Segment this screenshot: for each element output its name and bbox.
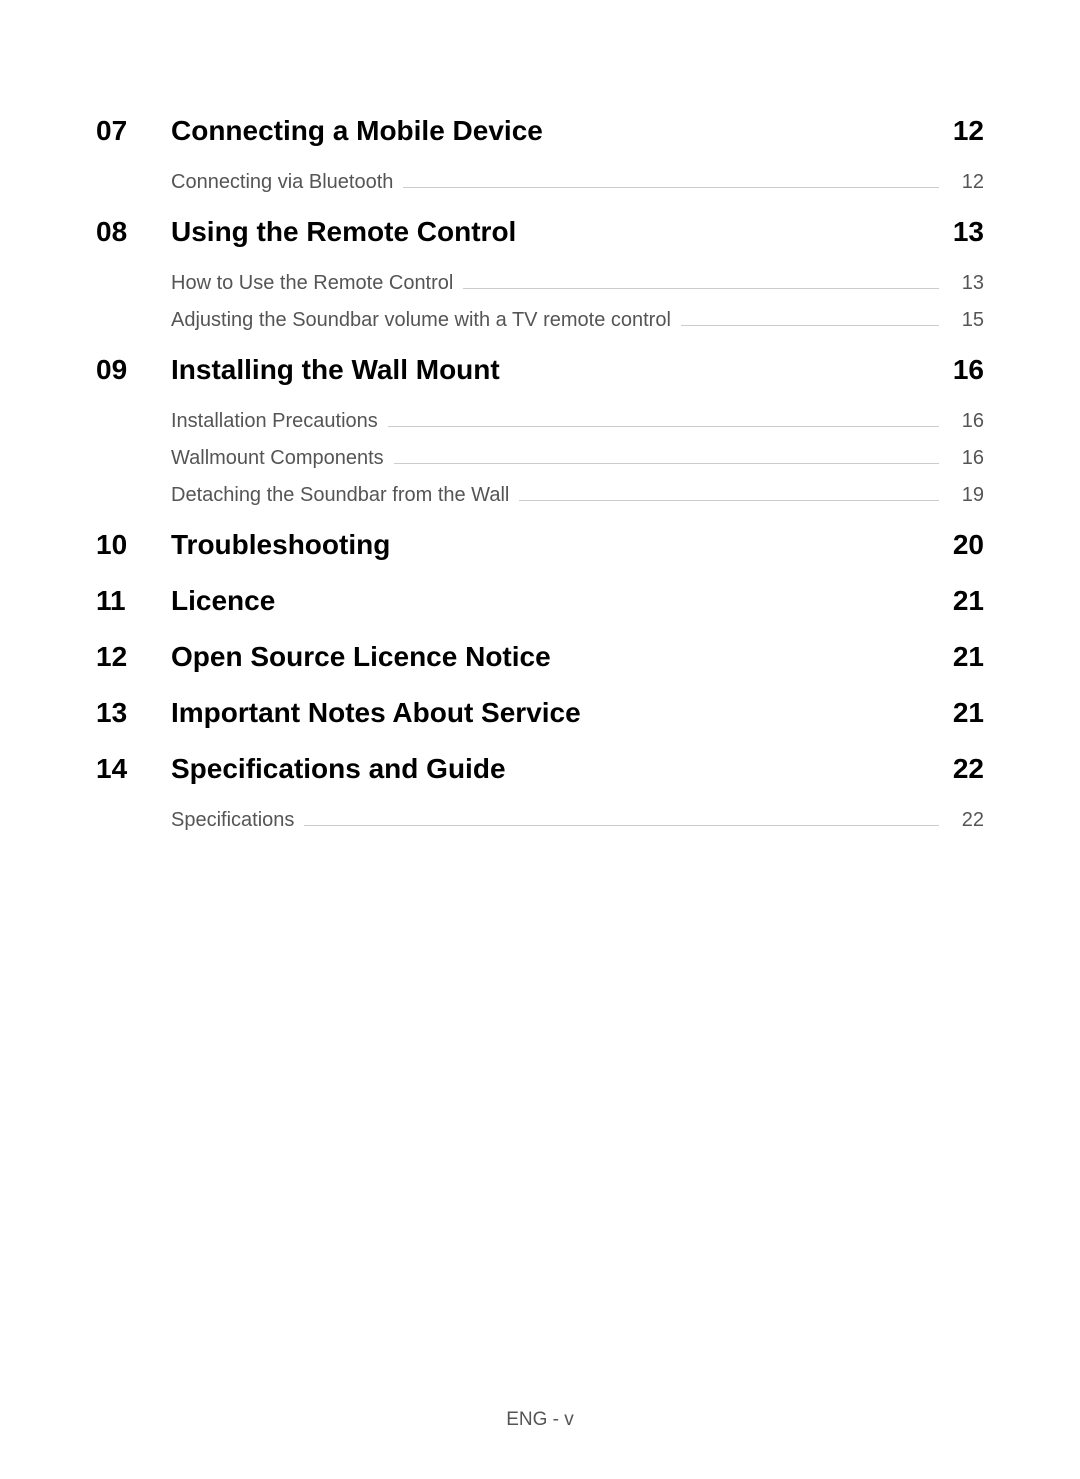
subsection-page: 15 xyxy=(949,309,984,332)
subsection-title: Wallmount Components xyxy=(171,447,384,470)
section-page: 21 xyxy=(924,585,984,617)
section-page: 21 xyxy=(924,697,984,729)
section-header[interactable]: 09 Installing the Wall Mount 16 xyxy=(96,354,984,386)
toc-subsection[interactable]: Installation Precautions 16 xyxy=(96,410,984,433)
toc-section-07: 07 Connecting a Mobile Device 12 Connect… xyxy=(96,115,984,194)
toc-section-13: 13 Important Notes About Service 21 xyxy=(96,697,984,729)
section-title: Using the Remote Control xyxy=(171,216,924,248)
section-number: 13 xyxy=(96,697,171,729)
subsection-title: Detaching the Soundbar from the Wall xyxy=(171,484,509,507)
section-header[interactable]: 10 Troubleshooting 20 xyxy=(96,529,984,561)
toc-section-11: 11 Licence 21 xyxy=(96,585,984,617)
toc-section-14: 14 Specifications and Guide 22 Specifica… xyxy=(96,753,984,832)
section-title: Specifications and Guide xyxy=(171,753,924,785)
subsection-title: Connecting via Bluetooth xyxy=(171,171,393,194)
section-page: 20 xyxy=(924,529,984,561)
toc-section-10: 10 Troubleshooting 20 xyxy=(96,529,984,561)
section-number: 11 xyxy=(96,585,171,617)
toc-subsection[interactable]: Wallmount Components 16 xyxy=(96,447,984,470)
toc-section-09: 09 Installing the Wall Mount 16 Installa… xyxy=(96,354,984,507)
section-title: Installing the Wall Mount xyxy=(171,354,924,386)
subsection-title: How to Use the Remote Control xyxy=(171,272,453,295)
subsection-title: Specifications xyxy=(171,809,294,832)
leader-line xyxy=(394,463,939,464)
toc-section-12: 12 Open Source Licence Notice 21 xyxy=(96,641,984,673)
section-number: 14 xyxy=(96,753,171,785)
section-header[interactable]: 08 Using the Remote Control 13 xyxy=(96,216,984,248)
section-number: 07 xyxy=(96,115,171,147)
footer-text: ENG - v xyxy=(506,1409,574,1430)
leader-line xyxy=(463,288,939,289)
section-header[interactable]: 07 Connecting a Mobile Device 12 xyxy=(96,115,984,147)
subsection-page: 13 xyxy=(949,272,984,295)
subsection-title: Installation Precautions xyxy=(171,410,378,433)
page-footer: ENG - v xyxy=(0,1409,1080,1431)
section-title: Troubleshooting xyxy=(171,529,924,561)
section-page: 22 xyxy=(924,753,984,785)
leader-line xyxy=(519,500,939,501)
leader-line xyxy=(681,325,939,326)
leader-line xyxy=(403,187,939,188)
toc-subsection[interactable]: Adjusting the Soundbar volume with a TV … xyxy=(96,309,984,332)
section-page: 21 xyxy=(924,641,984,673)
subsection-page: 16 xyxy=(949,410,984,433)
toc-subsection[interactable]: How to Use the Remote Control 13 xyxy=(96,272,984,295)
toc-subsection[interactable]: Specifications 22 xyxy=(96,809,984,832)
section-header[interactable]: 12 Open Source Licence Notice 21 xyxy=(96,641,984,673)
section-title: Important Notes About Service xyxy=(171,697,924,729)
section-header[interactable]: 14 Specifications and Guide 22 xyxy=(96,753,984,785)
leader-line xyxy=(388,426,939,427)
section-title: Connecting a Mobile Device xyxy=(171,115,924,147)
subsection-title: Adjusting the Soundbar volume with a TV … xyxy=(171,309,671,332)
subsection-page: 22 xyxy=(949,809,984,832)
table-of-contents: 07 Connecting a Mobile Device 12 Connect… xyxy=(96,115,984,832)
leader-line xyxy=(304,825,939,826)
toc-subsection[interactable]: Connecting via Bluetooth 12 xyxy=(96,171,984,194)
section-page: 13 xyxy=(924,216,984,248)
subsection-page: 16 xyxy=(949,447,984,470)
section-page: 16 xyxy=(924,354,984,386)
section-title: Open Source Licence Notice xyxy=(171,641,924,673)
section-page: 12 xyxy=(924,115,984,147)
subsection-page: 19 xyxy=(949,484,984,507)
section-number: 10 xyxy=(96,529,171,561)
toc-subsection[interactable]: Detaching the Soundbar from the Wall 19 xyxy=(96,484,984,507)
section-header[interactable]: 13 Important Notes About Service 21 xyxy=(96,697,984,729)
section-header[interactable]: 11 Licence 21 xyxy=(96,585,984,617)
section-title: Licence xyxy=(171,585,924,617)
section-number: 09 xyxy=(96,354,171,386)
toc-section-08: 08 Using the Remote Control 13 How to Us… xyxy=(96,216,984,332)
section-number: 08 xyxy=(96,216,171,248)
subsection-page: 12 xyxy=(949,171,984,194)
section-number: 12 xyxy=(96,641,171,673)
